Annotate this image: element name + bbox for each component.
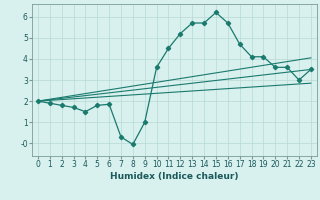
X-axis label: Humidex (Indice chaleur): Humidex (Indice chaleur) <box>110 172 239 181</box>
